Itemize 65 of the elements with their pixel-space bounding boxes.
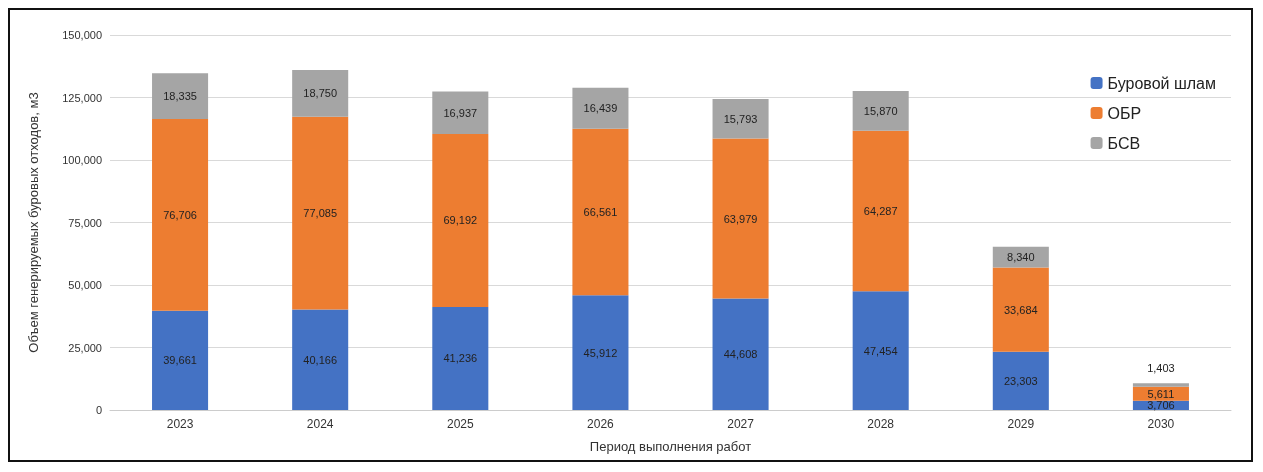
- bar: [572, 87, 629, 129]
- data-label: 1,403: [1147, 361, 1175, 374]
- bar: [292, 309, 349, 410]
- x-tick-label: 2025: [446, 417, 474, 431]
- data-label: 63,979: [723, 212, 758, 225]
- y-tick-label: 100,000: [62, 154, 102, 166]
- data-label: 76,706: [163, 208, 197, 221]
- x-tick-label: 2028: [867, 417, 895, 431]
- data-label: 8,340: [1007, 251, 1035, 264]
- x-tick-label: 2024: [306, 417, 334, 431]
- y-tick-label: 125,000: [62, 91, 102, 104]
- legend-label: ОБР: [1107, 104, 1142, 122]
- x-tick-label: 2026: [587, 417, 615, 431]
- x-tick-label: 2027: [727, 417, 755, 431]
- x-tick-label: 2029: [1007, 417, 1035, 431]
- data-label: 18,750: [303, 87, 338, 100]
- y-tick-label: 25,000: [68, 341, 102, 354]
- bar: [852, 130, 909, 292]
- x-tick-label: 2030: [1147, 417, 1175, 431]
- bar: [712, 298, 769, 410]
- data-label: 16,439: [583, 102, 618, 115]
- data-label: 15,870: [863, 104, 898, 117]
- bar: [852, 291, 909, 410]
- y-tick-label: 150,000: [62, 29, 102, 41]
- data-label: 77,085: [303, 207, 338, 220]
- bar: [152, 310, 209, 410]
- data-label: 44,608: [723, 348, 758, 361]
- y-tick-label: 0: [95, 404, 102, 416]
- legend-label: БСВ: [1107, 134, 1141, 152]
- bar: [992, 267, 1049, 352]
- bar: [432, 133, 489, 307]
- y-tick-label: 50,000: [68, 279, 102, 291]
- data-label: 5,611: [1147, 387, 1175, 400]
- bar: [292, 116, 349, 310]
- bar: [432, 306, 489, 410]
- y-axis-title: Объем генерируемых буровых отходов, м3: [26, 92, 41, 353]
- bar: [152, 119, 209, 311]
- bar: [712, 138, 769, 299]
- bar: [992, 351, 1049, 410]
- bar: [572, 128, 629, 296]
- y-tick-label: 75,000: [68, 216, 102, 229]
- data-label: 18,335: [163, 90, 197, 103]
- data-label: 69,192: [443, 214, 478, 227]
- data-label: 23,303: [1003, 374, 1038, 387]
- bar: [152, 73, 209, 120]
- bar: [712, 99, 769, 139]
- legend-label: Буровой шлам: [1107, 74, 1216, 92]
- x-axis-title: Период выполнения работ: [589, 439, 752, 454]
- data-label: 3,706: [1147, 399, 1175, 412]
- data-label: 16,937: [443, 106, 478, 119]
- data-label: 15,793: [723, 112, 758, 125]
- data-label: 40,166: [303, 353, 338, 366]
- data-label: 64,287: [863, 205, 898, 218]
- data-label: 66,561: [583, 206, 618, 219]
- bar: [292, 70, 349, 117]
- bar: [572, 295, 629, 410]
- data-label: 39,661: [163, 354, 197, 367]
- data-label: 47,454: [863, 344, 898, 357]
- data-label: 33,684: [1003, 303, 1038, 316]
- bar: [1132, 383, 1189, 387]
- data-label: 45,912: [583, 346, 618, 359]
- bar: [432, 91, 489, 134]
- x-tick-label: 2023: [166, 417, 194, 431]
- bar: [852, 90, 909, 131]
- data-label: 41,236: [443, 352, 478, 365]
